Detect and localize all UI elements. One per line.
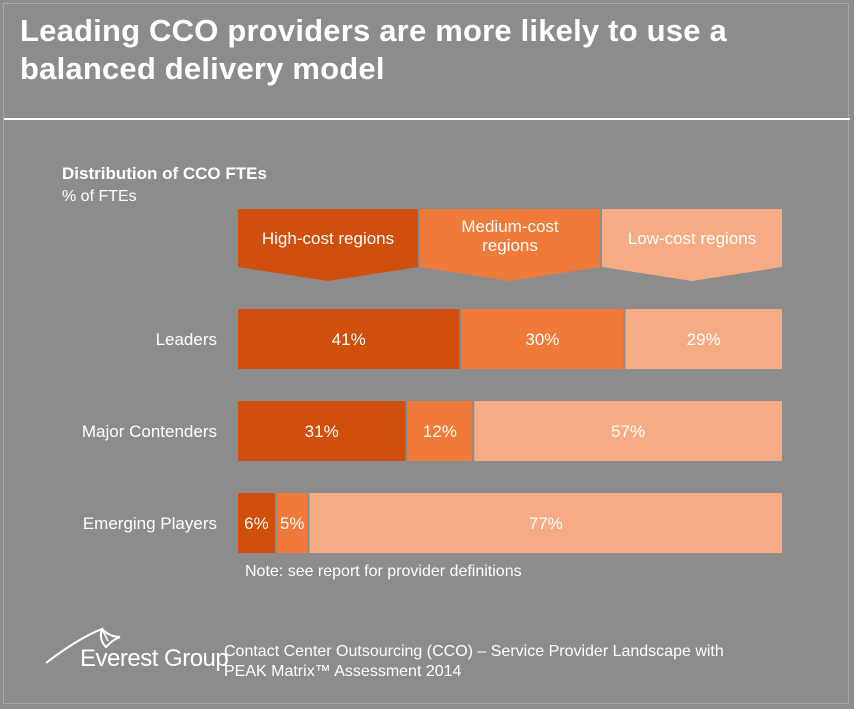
- data-label-3-2: 5%: [280, 514, 305, 533]
- title-divider: [4, 118, 850, 120]
- category-label-2: Major Contenders: [82, 422, 217, 441]
- slide-title: Leading CCO providers are more likely to…: [20, 13, 727, 86]
- bar-3-2: [276, 493, 308, 553]
- data-label-2-1: 31%: [305, 422, 339, 441]
- bar-1-3: [625, 309, 782, 369]
- bar-1-2: [461, 309, 624, 369]
- bar-3-1: [238, 493, 275, 553]
- data-label-1-1: 41%: [332, 330, 366, 349]
- data-label-1-2: 30%: [525, 330, 559, 349]
- data-label-2-3: 57%: [611, 422, 645, 441]
- data-label-3-1: 6%: [244, 514, 269, 533]
- chart-note: Note: see report for provider definition…: [245, 563, 522, 580]
- logo-wordmark: Everest Group: [80, 645, 229, 672]
- bar-1-1: [238, 309, 460, 369]
- legend-chevron-2: [420, 209, 600, 281]
- bar-2-2: [407, 401, 473, 461]
- legend-label-1: High-cost regions: [262, 229, 394, 248]
- slide-frame: [3, 3, 849, 704]
- chart-title: Distribution of CCO FTEs: [62, 164, 267, 183]
- legend-label-3: Low-cost regions: [628, 229, 757, 248]
- chart-unit-label: % of FTEs: [62, 188, 137, 205]
- legend-label-2: Medium-cost regions: [461, 217, 559, 255]
- source-citation: Contact Center Outsourcing (CCO) – Servi…: [224, 642, 834, 682]
- category-label-1: Leaders: [156, 330, 217, 349]
- data-label-1-3: 29%: [687, 330, 721, 349]
- everest-group-logo-icon: [45, 627, 121, 664]
- legend-chevron-1: [238, 209, 418, 281]
- bar-3-3: [309, 493, 782, 553]
- category-label-3: Emerging Players: [83, 514, 217, 533]
- data-label-2-2: 12%: [423, 422, 457, 441]
- bar-2-1: [238, 401, 406, 461]
- source-line-1: Contact Center Outsourcing (CCO) – Servi…: [224, 643, 724, 660]
- data-label-3-3: 77%: [529, 514, 563, 533]
- legend-chevron-3: [602, 209, 782, 281]
- source-line-2: PEAK Matrix™ Assessment 2014: [224, 663, 462, 680]
- bar-2-3: [474, 401, 782, 461]
